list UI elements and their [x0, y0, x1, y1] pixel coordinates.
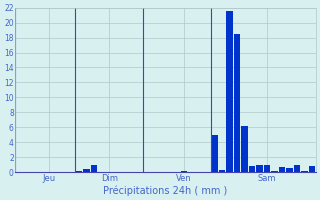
Bar: [241, 126, 248, 172]
Bar: [91, 165, 97, 172]
Bar: [286, 168, 293, 172]
Bar: [219, 170, 225, 172]
Bar: [279, 167, 285, 172]
Bar: [309, 166, 315, 172]
Bar: [211, 135, 218, 172]
Bar: [234, 34, 240, 172]
Bar: [76, 171, 82, 172]
Bar: [301, 171, 308, 172]
Bar: [249, 166, 255, 172]
Bar: [264, 165, 270, 172]
X-axis label: Précipitations 24h ( mm ): Précipitations 24h ( mm ): [103, 185, 228, 196]
Bar: [84, 169, 90, 172]
Bar: [226, 11, 233, 172]
Bar: [271, 171, 278, 172]
Bar: [256, 165, 263, 172]
Bar: [294, 165, 300, 172]
Bar: [181, 171, 188, 172]
